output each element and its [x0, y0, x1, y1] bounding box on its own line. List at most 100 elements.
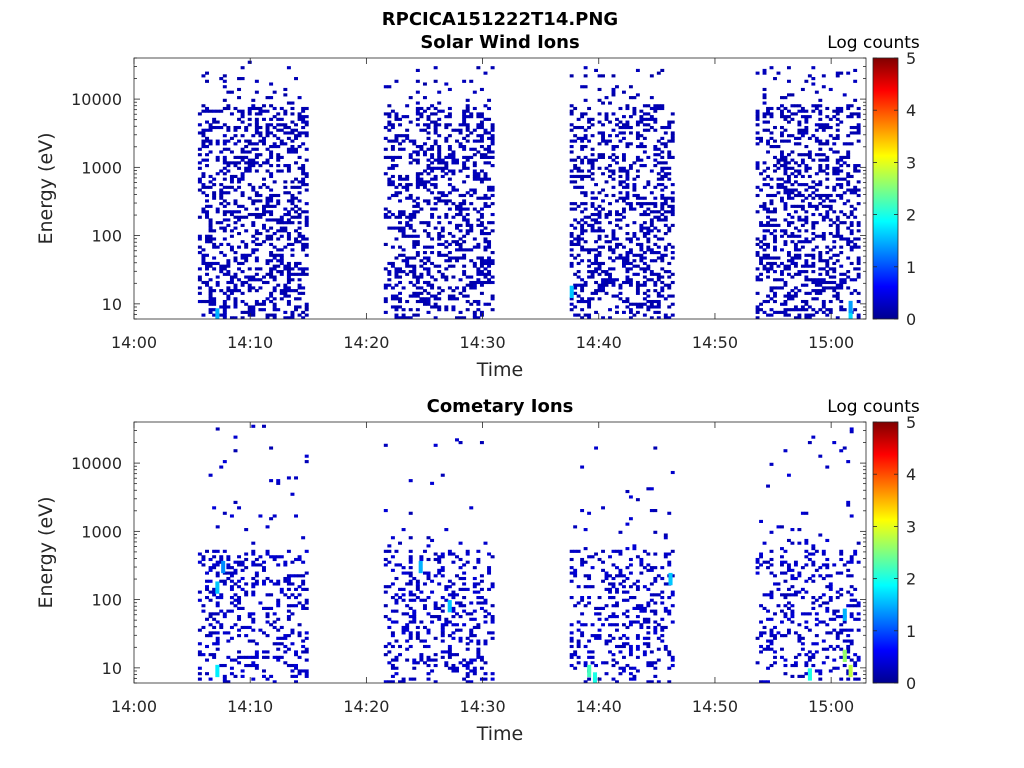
- heatmap-cell: [208, 579, 213, 583]
- heatmap-cell: [849, 658, 854, 662]
- heatmap-cell: [793, 593, 798, 597]
- heatmap-cell: [301, 560, 306, 564]
- heatmap-cell: [622, 612, 626, 616]
- heatmap-cell: [226, 557, 231, 562]
- heatmap-cell: [237, 598, 242, 602]
- heatmap-cell: [422, 109, 427, 113]
- heatmap-cell: [387, 270, 392, 274]
- heatmap-cell: [667, 172, 672, 176]
- heatmap-cell: [387, 104, 392, 108]
- heatmap-cell: [283, 563, 288, 567]
- heatmap-cell: [811, 278, 816, 282]
- heatmap-cell: [773, 240, 777, 244]
- heatmap-cell: [618, 125, 623, 130]
- heatmap-cell: [639, 115, 644, 119]
- heatmap-hotspot: [569, 285, 574, 298]
- heatmap-cell: [811, 289, 816, 293]
- heatmap-cell: [229, 275, 234, 279]
- heatmap-cell: [807, 174, 812, 179]
- heatmap-cell: [667, 242, 672, 246]
- heatmap-cell: [818, 267, 823, 271]
- heatmap-cell: [618, 106, 623, 111]
- heatmap-cell: [832, 612, 837, 616]
- heatmap-cell: [208, 310, 213, 314]
- heatmap-cell: [583, 663, 588, 668]
- heatmap-cell: [786, 196, 791, 200]
- heatmap-cell: [783, 571, 788, 575]
- heatmap-cell: [294, 272, 298, 276]
- heatmap-cell: [649, 302, 654, 306]
- heatmap-cell: [437, 166, 442, 170]
- heatmap-cell: [455, 242, 459, 246]
- heatmap-cell: [611, 112, 616, 116]
- heatmap-cell: [455, 188, 459, 192]
- heatmap-cell: [462, 117, 467, 121]
- heatmap-cell: [258, 601, 263, 605]
- heatmap-cell: [479, 310, 484, 314]
- heatmap-cell: [828, 232, 833, 236]
- heatmap-cell: [573, 164, 578, 168]
- heatmap-cell: [783, 449, 788, 453]
- heatmap-hotspot: [447, 600, 452, 613]
- heatmap-cell: [856, 106, 861, 111]
- heatmap-cell: [251, 185, 256, 189]
- heatmap-cell: [440, 272, 445, 276]
- heatmap-cell: [222, 158, 227, 162]
- heatmap-cell: [426, 245, 431, 249]
- heatmap-cell: [398, 191, 403, 195]
- heatmap-cell: [835, 134, 840, 138]
- heatmap-cell: [297, 634, 302, 638]
- axes-box: [133, 57, 867, 320]
- heatmap-cell: [286, 237, 291, 241]
- heatmap-cell: [587, 555, 592, 559]
- heatmap-cell: [580, 112, 585, 116]
- heatmap-cell: [419, 286, 424, 290]
- heatmap-cell: [222, 204, 227, 208]
- heatmap-cell: [625, 104, 630, 108]
- heatmap-cell: [240, 240, 245, 244]
- heatmap-cell: [479, 579, 484, 583]
- heatmap-cell: [408, 280, 413, 285]
- heatmap-cell: [783, 172, 788, 176]
- heatmap-cell: [398, 297, 403, 301]
- heatmap-cell: [276, 617, 281, 621]
- heatmap-cell: [226, 104, 231, 108]
- heatmap-cell: [759, 650, 763, 654]
- heatmap-cell: [769, 571, 774, 575]
- heatmap-cell: [846, 188, 851, 192]
- heatmap-cell: [786, 313, 791, 317]
- heatmap-cell: [762, 101, 767, 105]
- heatmap-cell: [412, 204, 417, 208]
- heatmap-cell: [483, 272, 488, 276]
- heatmap-cell: [656, 139, 661, 143]
- heatmap-cell: [628, 164, 633, 168]
- heatmap-cell: [646, 568, 651, 572]
- heatmap-cell: [197, 267, 202, 271]
- heatmap-cell: [487, 155, 492, 159]
- heatmap-cell: [254, 653, 259, 657]
- heatmap-cell: [462, 79, 467, 83]
- heatmap-cell: [622, 598, 626, 602]
- heatmap-cell: [783, 202, 788, 206]
- heatmap-cell: [487, 232, 492, 236]
- heatmap-cell: [269, 145, 274, 149]
- heatmap-cell: [208, 234, 213, 238]
- heatmap-cell: [458, 601, 463, 605]
- heatmap-cell: [646, 112, 651, 116]
- heatmap-cell: [835, 253, 840, 257]
- heatmap-cell: [286, 647, 291, 651]
- heatmap-cell: [853, 237, 858, 241]
- heatmap-cell: [290, 207, 295, 211]
- heatmap-cell: [240, 655, 245, 659]
- heatmap-cell: [201, 74, 206, 78]
- heatmap-cell: [804, 125, 809, 130]
- heatmap-cell: [294, 204, 298, 208]
- heatmap-cell: [272, 655, 277, 659]
- heatmap-cell: [590, 261, 595, 266]
- heatmap-cell: [219, 264, 224, 268]
- heatmap-cell: [663, 270, 668, 274]
- heatmap-cell: [276, 259, 281, 263]
- heatmap-hotspot: [587, 664, 592, 678]
- heatmap-cell: [635, 620, 640, 624]
- heatmap-cell: [807, 115, 812, 119]
